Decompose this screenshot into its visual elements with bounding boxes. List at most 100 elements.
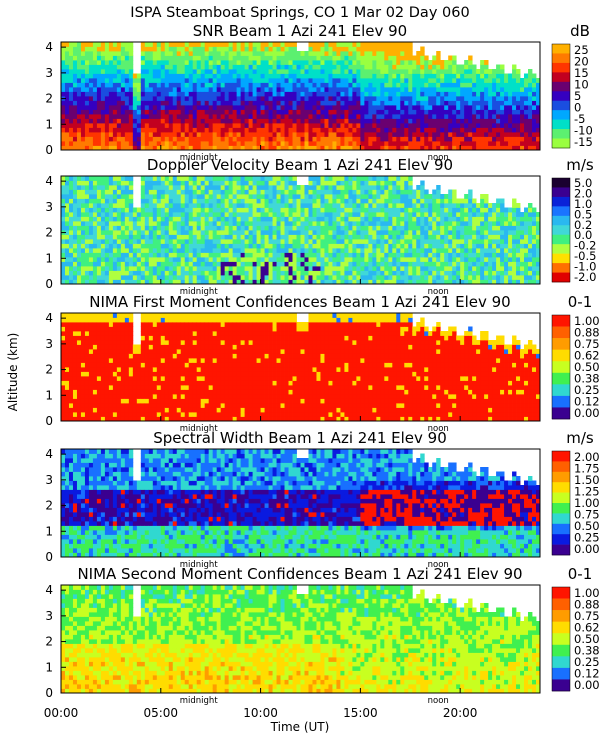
heatmap-cell [264, 275, 269, 280]
heatmap-cell [372, 87, 377, 92]
heatmap-cell [432, 279, 437, 285]
heatmap-cell [416, 234, 421, 240]
heatmap-doppler [61, 176, 541, 285]
heatmap-cell [308, 225, 313, 231]
colorbar-label: 5 [574, 89, 581, 103]
heatmap-cell [336, 141, 341, 146]
heatmap-cell [200, 198, 206, 204]
heatmap-cell [80, 275, 86, 280]
heatmap-cell [61, 64, 66, 70]
heatmap-cell [200, 87, 206, 92]
heatmap-cell [328, 78, 333, 83]
heatmap-cell [200, 136, 206, 142]
heatmap-cell [452, 145, 457, 151]
heatmap-cell [320, 252, 325, 258]
heatmap-cell [164, 221, 170, 226]
heatmap-cell [168, 221, 174, 226]
heatmap-cell [400, 136, 405, 142]
heatmap-cell [184, 221, 190, 226]
heatmap-cell [212, 60, 218, 65]
heatmap-cell [164, 194, 170, 199]
heatmap-cell [204, 225, 210, 231]
heatmap-cell [332, 180, 337, 186]
heatmap-cell [468, 136, 473, 142]
heatmap-cell [188, 96, 194, 101]
heatmap-cell [72, 46, 78, 52]
heatmap-cell [68, 73, 74, 79]
heatmap-cell [420, 87, 425, 92]
heatmap-cell [236, 234, 242, 240]
heatmap-cell [224, 69, 230, 74]
heatmap-cell [304, 69, 309, 74]
heatmap-cell [352, 189, 357, 195]
heatmap-cell [164, 198, 170, 204]
heatmap-cell [300, 87, 305, 92]
heatmap-cell [412, 127, 417, 133]
heatmap-cell [308, 248, 313, 253]
heatmap-cell [248, 51, 253, 56]
heatmap-cell [176, 203, 182, 208]
heatmap-cell [192, 114, 198, 119]
heatmap-cell [168, 216, 174, 222]
heatmap-cell [436, 96, 441, 101]
heatmap-cell [280, 132, 285, 137]
heatmap-cell [128, 82, 134, 88]
heatmap-cell [404, 243, 409, 249]
heatmap-cell [392, 60, 397, 65]
heatmap-cell [428, 141, 433, 146]
heatmap-cell [168, 127, 174, 133]
heatmap-cell [124, 51, 130, 56]
heatmap-cell [488, 73, 493, 79]
heatmap-cell [204, 136, 210, 142]
heatmap-cell [292, 185, 297, 190]
heatmap-cell [136, 87, 142, 92]
heatmap-cell [128, 51, 134, 56]
heatmap-cell [484, 82, 489, 88]
heatmap-cell [396, 87, 401, 92]
heatmap-cell [140, 114, 146, 119]
heatmap-cell [384, 203, 389, 208]
heatmap-cell [164, 127, 170, 133]
heatmap-cell [120, 189, 126, 195]
heatmap-cell [324, 145, 329, 151]
heatmap-cell [68, 185, 74, 190]
heatmap-cell [264, 234, 269, 240]
heatmap-cell [88, 82, 94, 88]
heatmap-cell [272, 46, 277, 52]
colorbar-label: 0 [574, 101, 581, 115]
heatmap-cell [148, 78, 154, 83]
heatmap-cell [80, 180, 86, 186]
heatmap-cell [224, 180, 230, 186]
heatmap-cell [424, 100, 429, 106]
heatmap-cell [108, 198, 114, 204]
heatmap-cell [200, 60, 206, 65]
heatmap-cell [316, 46, 321, 52]
heatmap-cell [64, 73, 70, 79]
heatmap-cell [380, 207, 385, 213]
heatmap-cell [220, 234, 226, 240]
heatmap-cell [332, 266, 337, 271]
heatmap-cell [168, 243, 174, 249]
heatmap-cell [140, 51, 146, 56]
heatmap-cell [324, 194, 329, 199]
heatmap-cell [188, 266, 194, 271]
heatmap-cell [124, 105, 130, 110]
y-tick-label: 3 [45, 66, 53, 80]
heatmap-cell [528, 136, 533, 142]
heatmap-cell [448, 55, 453, 61]
heatmap-cell [308, 127, 313, 133]
heatmap-cell [288, 42, 293, 47]
heatmap-cell [196, 270, 202, 276]
heatmap-cell [176, 266, 182, 271]
heatmap-cell [244, 248, 250, 253]
heatmap-cell [108, 270, 114, 276]
heatmap-cell [520, 145, 525, 151]
heatmap-cell [380, 46, 385, 52]
heatmap-cell [380, 185, 385, 190]
heatmap-cell [236, 243, 242, 249]
heatmap-cell [100, 248, 106, 253]
heatmap-cell [272, 185, 277, 190]
heatmap-cell [68, 42, 74, 47]
heatmap-cell [212, 261, 218, 267]
heatmap-cell [412, 203, 417, 208]
